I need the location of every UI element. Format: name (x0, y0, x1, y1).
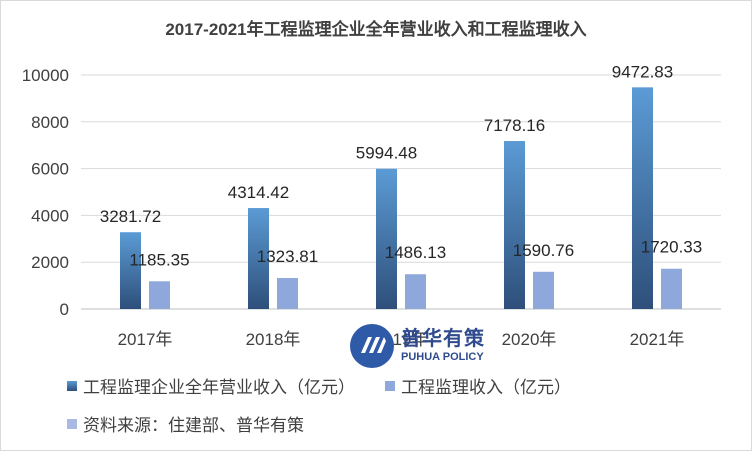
x-tick-label: 2018年 (246, 330, 301, 349)
legend-item-supervision: 工程监理收入（亿元） (385, 373, 571, 398)
data-labels: 3281.72 1185.35 4314.42 1323.81 5994.48 1486.… (100, 62, 702, 269)
data-label-supervision: 1486.13 (385, 243, 446, 262)
watermark-en-text: PUHUA POLICY (401, 351, 484, 363)
y-tick-label: 6000 (31, 160, 69, 179)
bar-revenue (504, 141, 525, 309)
legend-label-supervision: 工程监理收入（亿元） (401, 378, 571, 397)
data-label-supervision: 1720.33 (641, 238, 702, 257)
data-label-revenue: 7178.16 (484, 116, 545, 135)
y-tick-label: 0 (60, 300, 69, 319)
legend-swatch-supervision (385, 380, 395, 391)
y-tick-label: 2000 (31, 253, 69, 272)
data-label-supervision: 1590.76 (513, 241, 574, 260)
data-label-revenue: 9472.83 (612, 62, 673, 81)
bar-supervision (277, 278, 298, 309)
bar-revenue (120, 232, 141, 309)
legend-swatch-source (67, 418, 77, 429)
data-label-supervision: 1185.35 (129, 250, 189, 269)
bar-supervision (533, 271, 554, 309)
bar-supervision (149, 281, 170, 309)
legend-label-revenue: 工程监理企业全年营业收入（亿元） (83, 378, 355, 397)
legend-label-source: 资料来源：住建部、普华有策 (83, 416, 304, 435)
legend-swatch-revenue (67, 380, 77, 391)
data-label-revenue: 4314.42 (228, 183, 289, 202)
gridlines (81, 74, 721, 310)
x-tick-label: 2021年 (630, 330, 685, 349)
bar-supervision (405, 274, 426, 309)
puhua-logo-icon (350, 324, 394, 368)
legend-item-revenue: 工程监理企业全年营业收入（亿元） (67, 373, 355, 398)
y-tick-label: 10000 (22, 66, 69, 85)
legend-item-source: 资料来源：住建部、普华有策 (67, 411, 304, 436)
bar-revenue (248, 208, 269, 309)
data-label-supervision: 1323.81 (257, 247, 318, 266)
x-tick-label: 2020年 (502, 330, 557, 349)
data-label-revenue: 5994.48 (356, 144, 417, 163)
bar-revenue (376, 168, 397, 309)
watermark-cn-text: 普华有策 (401, 328, 485, 350)
bars (120, 87, 682, 309)
bar-revenue (632, 87, 653, 309)
chart-title: 2017-2021年工程监理企业全年营业收入和工程监理收入 (165, 20, 587, 39)
x-tick-label: 2017年 (118, 330, 173, 349)
y-axis-ticks: 0 2000 4000 6000 8000 10000 (22, 66, 69, 319)
y-tick-label: 4000 (31, 206, 69, 225)
bar-supervision (661, 268, 682, 309)
y-tick-label: 8000 (31, 113, 69, 132)
watermark-logo: 普华有策 PUHUA POLICY (349, 323, 485, 369)
data-label-revenue: 3281.72 (100, 207, 161, 226)
